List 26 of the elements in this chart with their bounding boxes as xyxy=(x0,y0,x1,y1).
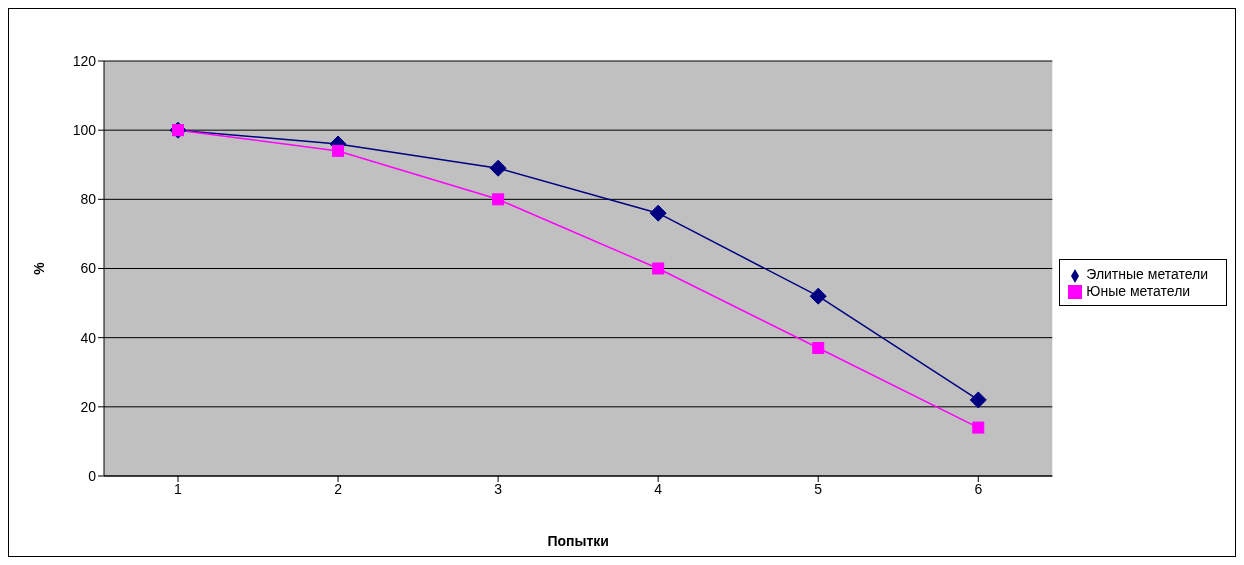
y-tick-label: 120 xyxy=(72,52,97,69)
y-tick-label: 0 xyxy=(88,467,97,484)
x-tick-label: 5 xyxy=(814,480,823,497)
y-tick-label: 20 xyxy=(80,398,97,415)
point xyxy=(809,287,827,305)
legend-label: Юные метатели xyxy=(1086,282,1191,299)
point xyxy=(649,204,667,222)
x-axis-title: Попытки xyxy=(547,533,609,549)
y-tick-label: 60 xyxy=(80,260,97,277)
point xyxy=(332,144,345,157)
x-tick-label: 3 xyxy=(494,480,503,497)
y-tick-label: 100 xyxy=(72,122,97,139)
x-tick-label: 6 xyxy=(974,480,983,497)
point xyxy=(972,421,985,434)
point xyxy=(812,342,825,355)
x-tick-label: 1 xyxy=(174,480,183,497)
point xyxy=(652,262,665,275)
point xyxy=(969,391,987,409)
y-axis-title: % xyxy=(30,261,47,275)
point xyxy=(489,159,507,177)
point xyxy=(492,193,505,206)
x-tick-label: 2 xyxy=(334,480,343,497)
y-tick-label: 80 xyxy=(80,191,97,208)
x-tick-label: 4 xyxy=(654,480,663,497)
legend-label: Элитные метатели xyxy=(1086,266,1208,283)
y-tick-label: 40 xyxy=(80,329,97,346)
